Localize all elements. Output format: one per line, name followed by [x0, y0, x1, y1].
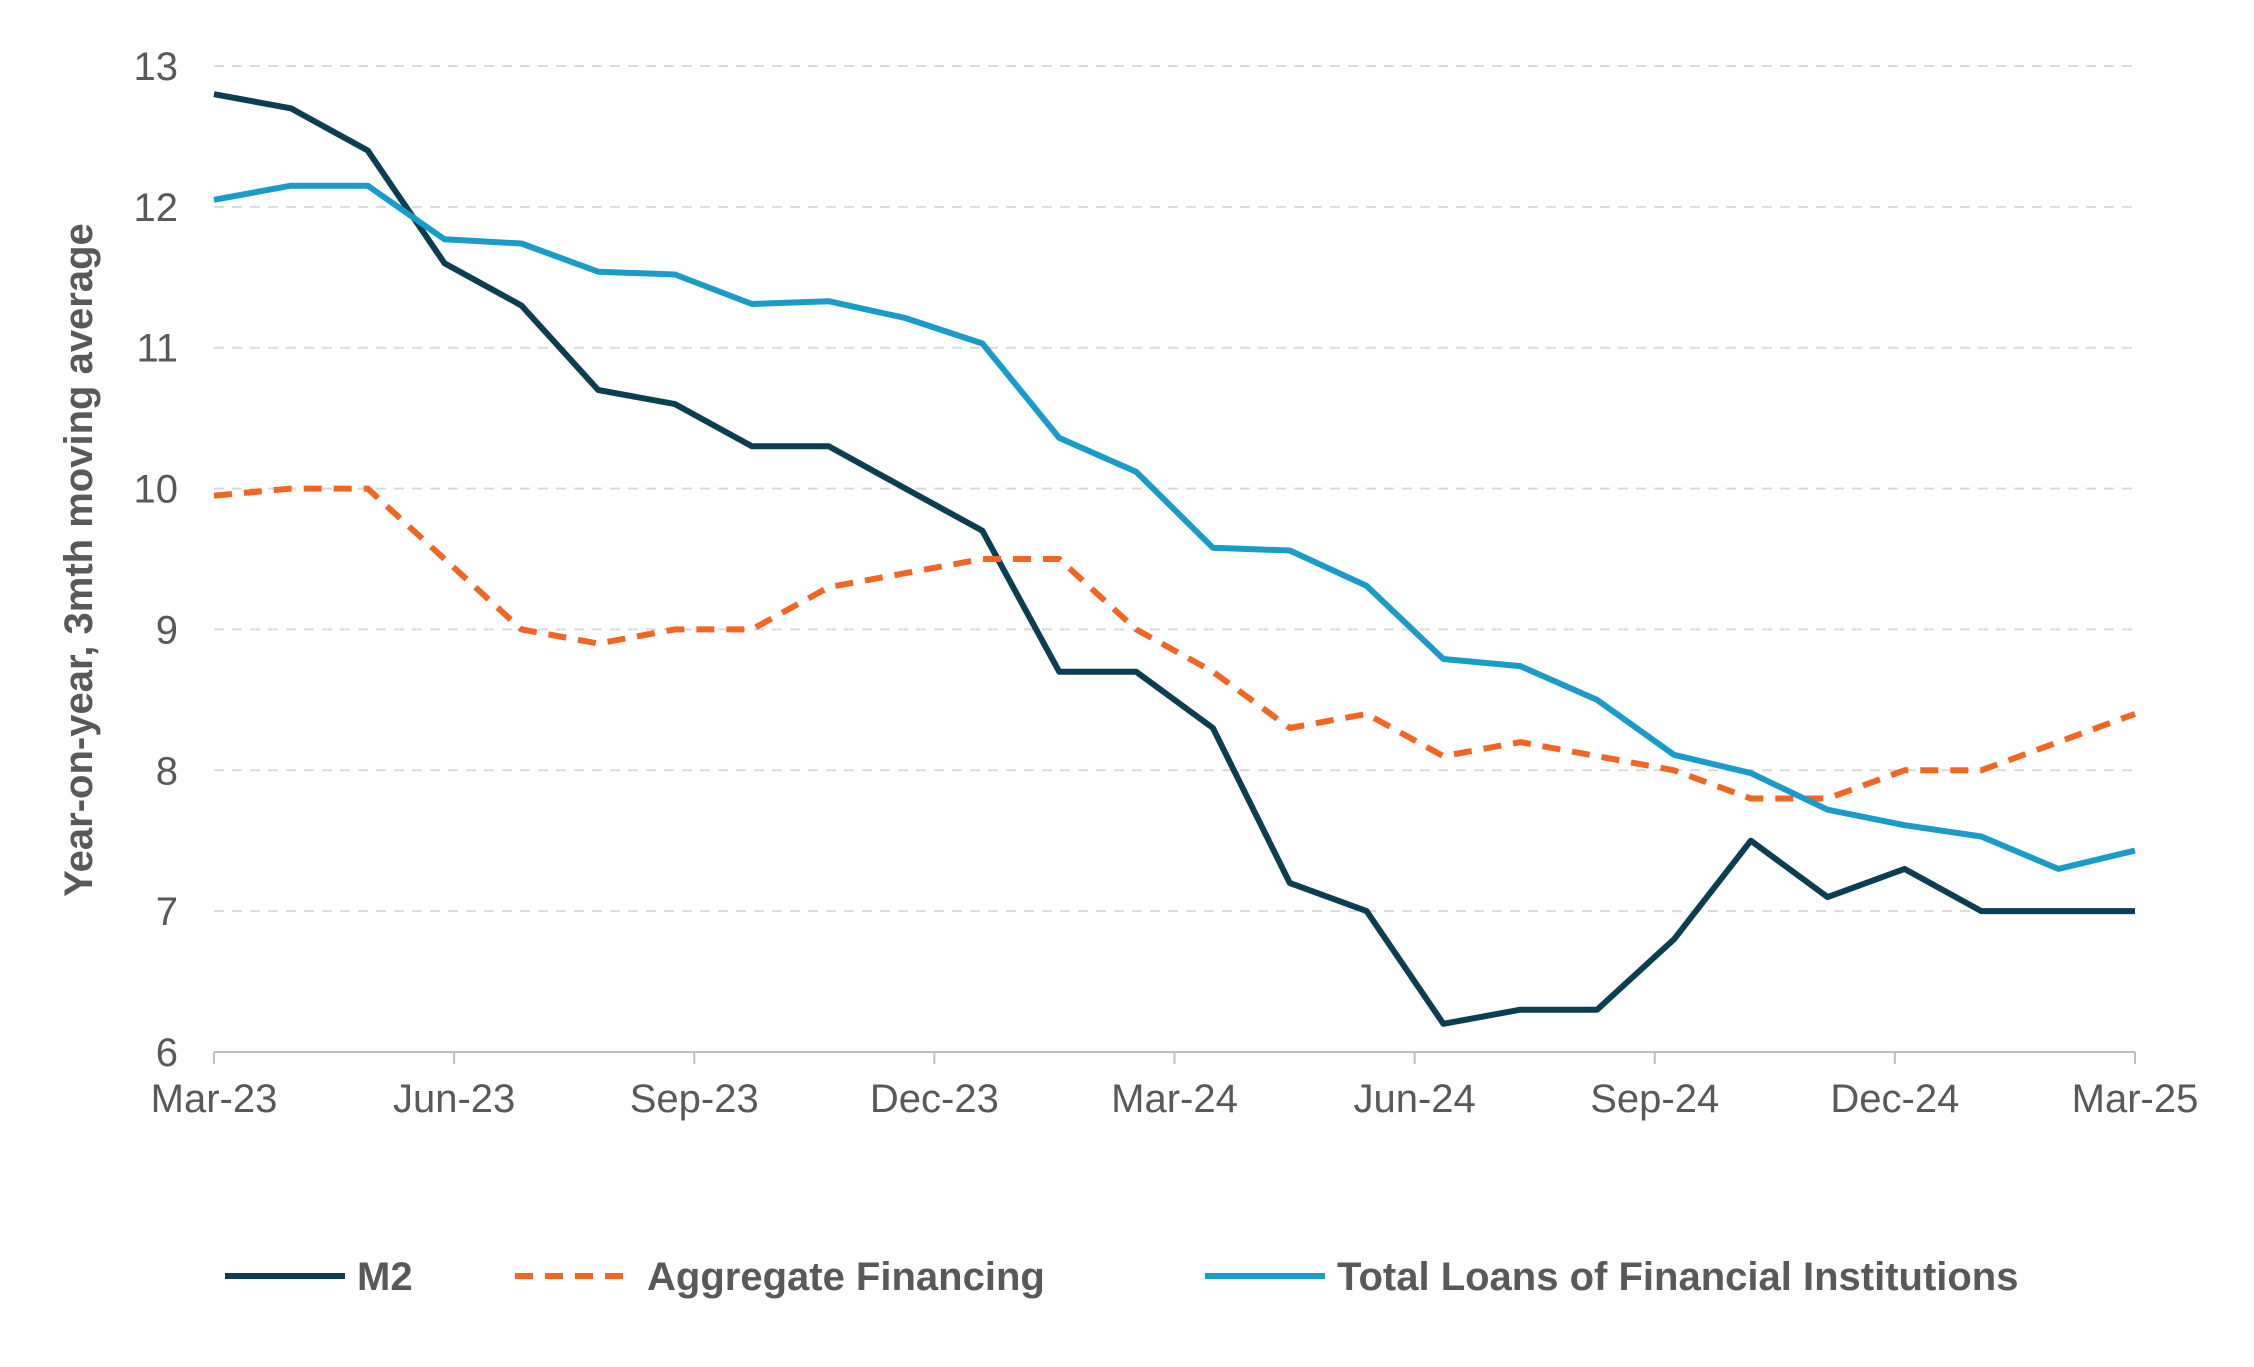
y-tick-label: 13: [134, 45, 179, 89]
series-line-aggregate-financing: [213, 485, 2137, 802]
x-tick-label: Jun-23: [393, 1077, 515, 1121]
x-tick-label: Sep-23: [630, 1077, 759, 1121]
y-tick-label: 7: [156, 890, 178, 934]
x-tick-label: Jun-24: [1353, 1077, 1475, 1121]
x-tick-label: Mar-23: [151, 1077, 278, 1121]
y-tick-label: 11: [136, 327, 178, 371]
y-tick-label: 8: [156, 749, 178, 793]
y-tick-label: 12: [134, 186, 179, 230]
x-tick-label: Dec-24: [1830, 1077, 1959, 1121]
x-tick-label: Mar-25: [2072, 1077, 2199, 1121]
series-lines: [213, 91, 2137, 1027]
x-tick-label: Dec-23: [870, 1077, 999, 1121]
y-tick-label: 9: [156, 608, 178, 652]
series-line-total-loans-of-financial-institutions: [213, 182, 2136, 872]
legend-label: Total Loans of Financial Institutions: [1337, 1255, 2018, 1299]
y-tick-labels: 6 7 8 9 10 11 12 13: [134, 45, 179, 1075]
gridlines: [214, 65, 2135, 913]
legend: M2 Aggregate Financing Total Loans of Fina…: [225, 1255, 2018, 1299]
x-tick-label: Sep-24: [1590, 1077, 1719, 1121]
axes: [213, 1051, 2136, 1064]
y-tick-label: 6: [156, 1031, 178, 1075]
y-tick-label: 10: [134, 468, 179, 512]
x-tick-labels: Mar-23 Jun-23 Sep-23 Dec-23 Mar-24 Jun-24 Sep-…: [151, 1077, 2199, 1121]
legend-label: M2: [357, 1255, 413, 1299]
series-line-m2: [213, 91, 2135, 1027]
y-axis-title: Year-on-year, 3mth moving average: [57, 223, 101, 897]
x-tick-label: Mar-24: [1111, 1077, 1238, 1121]
legend-label: Aggregate Financing: [647, 1255, 1045, 1299]
